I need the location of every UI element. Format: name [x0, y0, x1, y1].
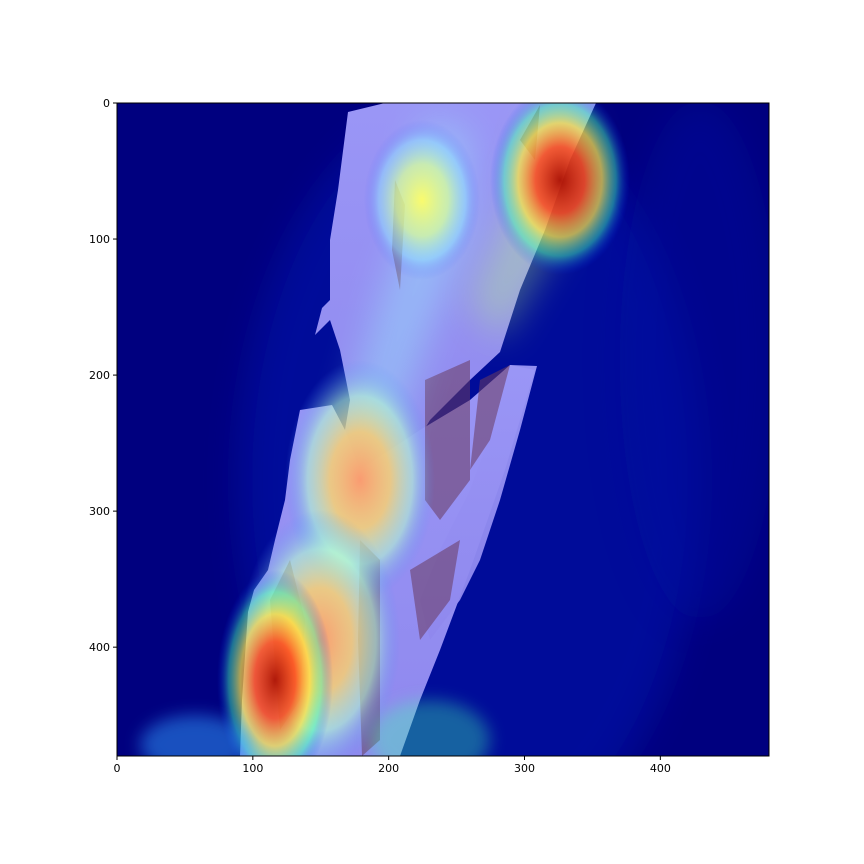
heat-overlay: [140, 103, 630, 756]
x-tick-label: 300: [514, 762, 535, 775]
hotspot-upper-center: [364, 120, 480, 280]
hotspot-lower-left: [217, 570, 333, 756]
x-axis: 0 100 200 300 400: [114, 756, 671, 775]
y-axis: 0 100 200 300 400: [89, 97, 117, 654]
y-tick-label: 400: [89, 641, 110, 654]
x-tick-label: 0: [114, 762, 121, 775]
x-tick-label: 400: [650, 762, 671, 775]
y-tick-label: 100: [89, 233, 110, 246]
hotspot-upper-right: [490, 103, 630, 275]
plot-area: [117, 103, 769, 756]
y-tick-label: 300: [89, 505, 110, 518]
y-tick-label: 200: [89, 369, 110, 382]
x-tick-label: 100: [242, 762, 263, 775]
plot-frame: [116, 102, 770, 757]
x-tick-label: 200: [378, 762, 399, 775]
y-tick-label: 0: [103, 97, 110, 110]
